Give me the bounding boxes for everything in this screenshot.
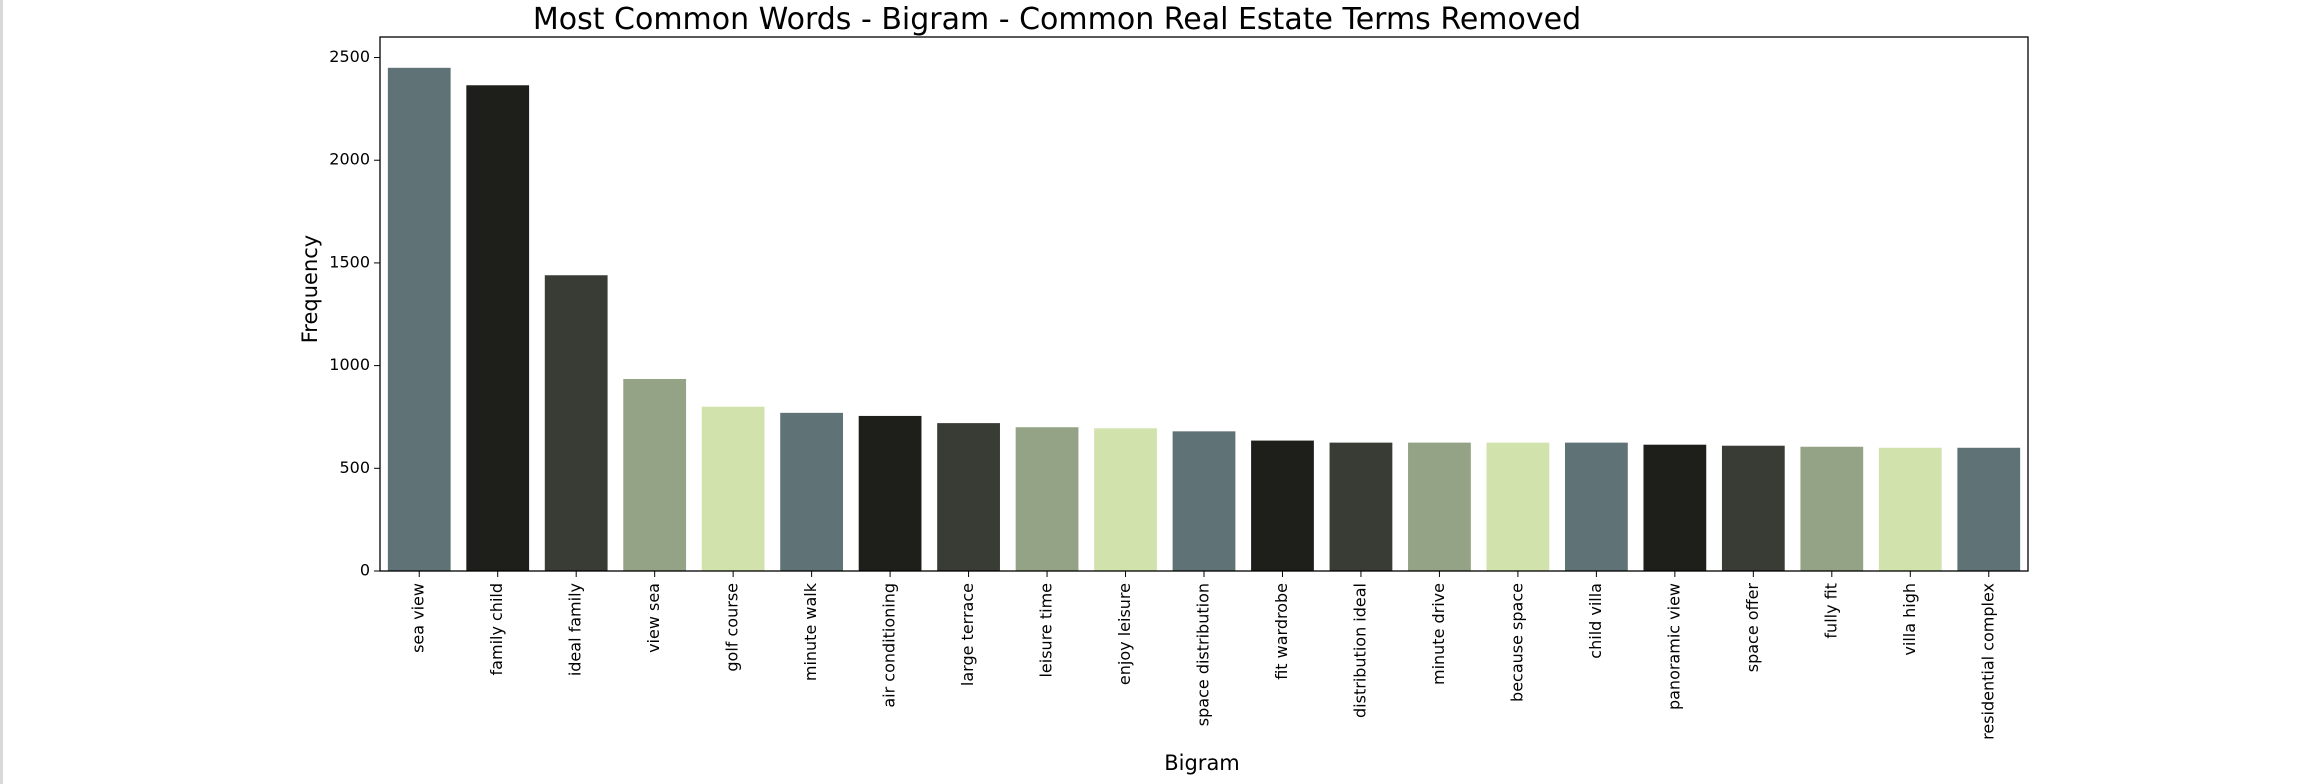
y-tick-label: 2500 <box>329 47 370 66</box>
x-tick-label: sea view <box>409 583 428 653</box>
window-edge <box>0 0 3 784</box>
bar <box>544 275 608 571</box>
bar <box>1172 431 1236 571</box>
bar <box>1015 427 1079 571</box>
bar <box>1878 447 1942 571</box>
x-tick-label: large terrace <box>958 583 977 686</box>
bar <box>1564 442 1628 571</box>
bars-layer <box>387 67 2021 572</box>
bar <box>466 85 530 572</box>
x-tick-label: view sea <box>644 583 663 653</box>
bar <box>1643 444 1707 571</box>
x-tick-label: panoramic view <box>1664 583 1683 710</box>
y-tick-label: 2000 <box>329 150 370 169</box>
bar <box>1329 442 1393 571</box>
y-axis-ticks: 0 500 1000 1500 2000 2500 <box>329 47 380 580</box>
x-tick-label: because space <box>1507 583 1526 702</box>
bar <box>623 378 687 571</box>
bar <box>387 67 451 571</box>
y-tick-label: 1000 <box>329 355 370 374</box>
chart-title: Most Common Words - Bigram - Common Real… <box>533 2 1581 37</box>
bar <box>1094 428 1157 571</box>
x-tick-label: family child <box>487 583 506 675</box>
x-axis-label: Bigram <box>1164 751 1240 775</box>
x-tick-label: villa high <box>1900 583 1919 656</box>
x-tick-label: enjoy leisure <box>1115 583 1134 685</box>
bar <box>1251 440 1314 571</box>
x-tick-label: golf course <box>723 583 742 672</box>
bar <box>1486 442 1550 571</box>
plot-frame <box>379 36 2029 572</box>
y-tick-label: 0 <box>360 561 370 580</box>
bar <box>1800 446 1864 571</box>
bar <box>701 406 765 571</box>
y-axis-label: Frequency <box>298 235 322 344</box>
bar <box>1957 447 2021 571</box>
x-tick-label: child villa <box>1586 583 1605 659</box>
y-tick-label: 1500 <box>329 252 370 271</box>
x-tick-label: minute walk <box>801 582 820 681</box>
bar <box>780 412 844 571</box>
x-tick-label: air conditioning <box>880 583 899 708</box>
x-tick-label: space distribution <box>1194 583 1213 726</box>
x-tick-label: leisure time <box>1037 583 1056 678</box>
x-tick-label: residential complex <box>1978 583 1997 740</box>
x-tick-label: fully fit <box>1821 583 1840 639</box>
x-tick-label: space offer <box>1743 583 1762 673</box>
bar <box>937 423 1000 571</box>
bar <box>858 415 922 571</box>
x-tick-label: fit wardrobe <box>1272 583 1291 680</box>
bar <box>1721 445 1785 571</box>
x-tick-label: distribution ideal <box>1350 583 1369 718</box>
bar <box>1408 442 1471 571</box>
y-tick-label: 500 <box>339 458 370 477</box>
x-axis-ticks: sea view family child ideal family view sea… <box>409 571 1997 740</box>
x-tick-label: minute drive <box>1429 583 1448 685</box>
x-tick-label: ideal family <box>566 583 585 676</box>
